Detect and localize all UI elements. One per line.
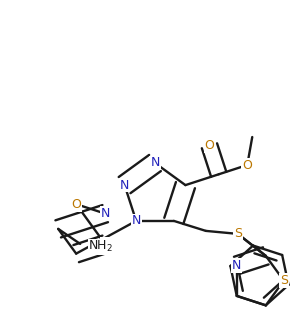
Text: N: N (120, 178, 129, 192)
Text: O: O (71, 198, 81, 211)
Text: N: N (150, 157, 160, 169)
Text: N: N (101, 238, 110, 251)
Text: S: S (234, 227, 242, 240)
Text: N: N (101, 207, 110, 220)
Text: O: O (242, 158, 252, 172)
Text: NH$_2$: NH$_2$ (88, 239, 113, 255)
Text: N: N (132, 214, 141, 227)
Text: O: O (205, 139, 214, 152)
Text: S: S (280, 274, 288, 287)
Text: N: N (232, 259, 241, 272)
